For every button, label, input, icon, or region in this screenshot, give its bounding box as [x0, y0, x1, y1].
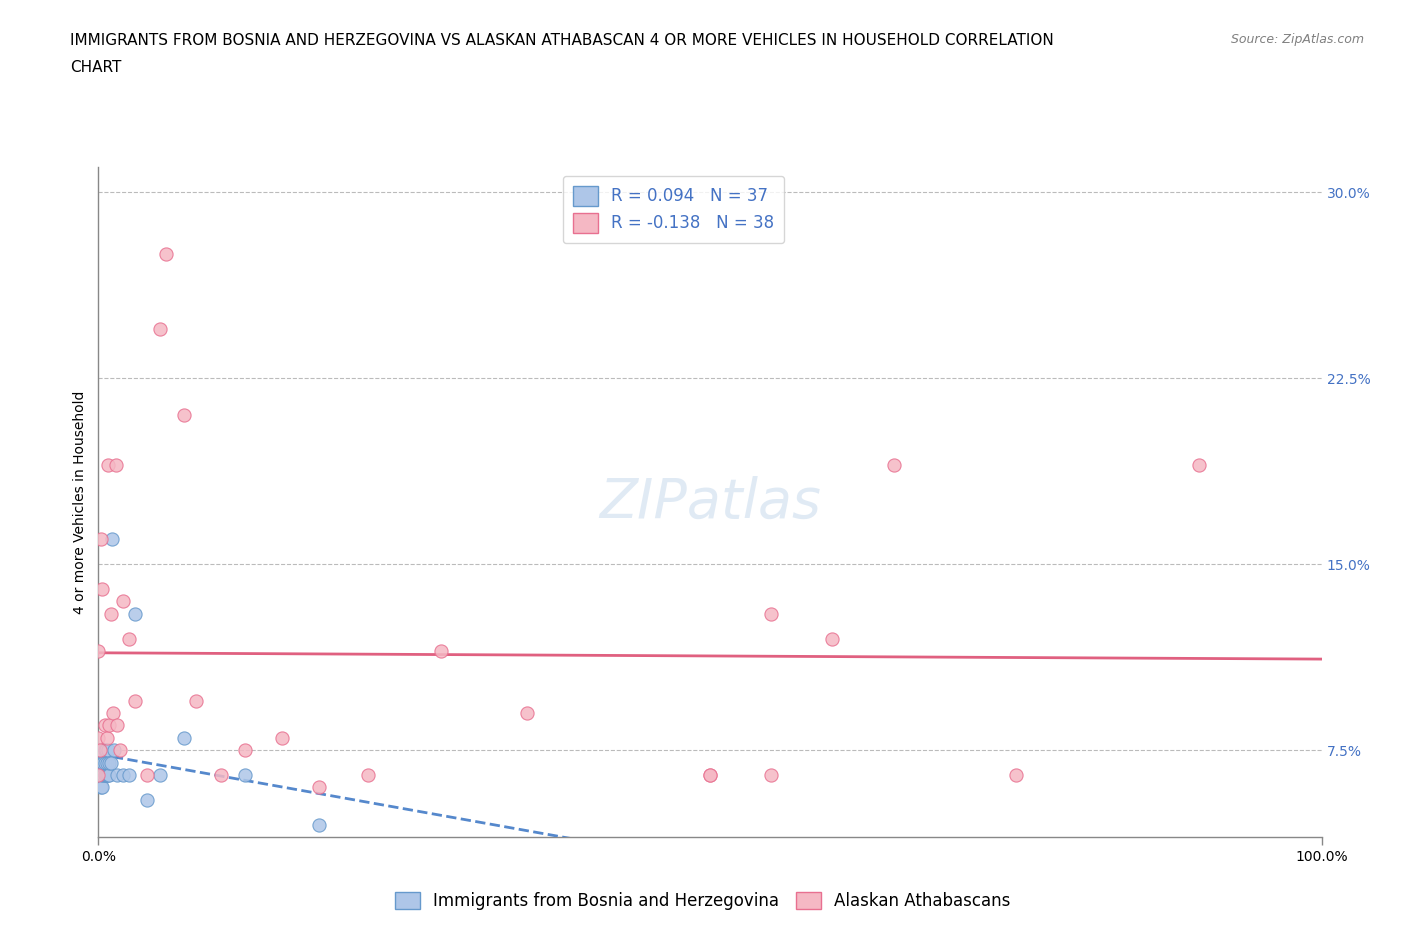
Point — [97, 458, 120, 472]
Point — [96, 755, 118, 770]
Point — [101, 532, 124, 547]
Point — [98, 755, 121, 770]
Point — [91, 755, 114, 770]
Point — [94, 767, 117, 782]
Point — [173, 408, 195, 423]
Point — [100, 606, 122, 621]
Point — [91, 581, 114, 596]
Point — [87, 644, 110, 658]
Point — [96, 730, 118, 745]
Point — [93, 743, 115, 758]
Point — [430, 644, 453, 658]
Point — [104, 458, 127, 472]
Point — [89, 755, 111, 770]
Point — [173, 730, 195, 745]
Point — [97, 767, 120, 782]
Point — [149, 321, 172, 336]
Point — [233, 743, 256, 758]
Point — [100, 755, 122, 770]
Text: CHART: CHART — [70, 60, 122, 75]
Text: ZIPatlas: ZIPatlas — [599, 476, 821, 528]
Point — [105, 718, 128, 733]
Legend: R = 0.094   N = 37, R = -0.138   N = 38: R = 0.094 N = 37, R = -0.138 N = 38 — [562, 176, 785, 243]
Point — [94, 743, 117, 758]
Point — [103, 743, 125, 758]
Text: Source: ZipAtlas.com: Source: ZipAtlas.com — [1230, 33, 1364, 46]
Point — [761, 767, 783, 782]
Point — [105, 767, 128, 782]
Point — [356, 767, 378, 782]
Point — [96, 767, 118, 782]
Point — [821, 631, 844, 646]
Point — [90, 532, 112, 547]
Point — [124, 693, 146, 708]
Point — [209, 767, 232, 782]
Point — [91, 755, 114, 770]
Point — [118, 631, 141, 646]
Point — [87, 730, 110, 745]
Point — [87, 767, 110, 782]
Point — [308, 780, 330, 795]
Point — [136, 767, 159, 782]
Point — [155, 246, 177, 261]
Point — [93, 767, 115, 782]
Point — [111, 594, 134, 609]
Point — [111, 767, 134, 782]
Point — [90, 755, 112, 770]
Point — [87, 755, 110, 770]
Point — [699, 767, 721, 782]
Point — [89, 743, 111, 758]
Point — [89, 743, 111, 758]
Point — [93, 755, 115, 770]
Text: IMMIGRANTS FROM BOSNIA AND HERZEGOVINA VS ALASKAN ATHABASCAN 4 OR MORE VEHICLES : IMMIGRANTS FROM BOSNIA AND HERZEGOVINA V… — [70, 33, 1054, 47]
Point — [118, 767, 141, 782]
Point — [186, 693, 208, 708]
Point — [270, 730, 294, 745]
Point — [1188, 458, 1211, 472]
Point — [761, 606, 783, 621]
Point — [98, 767, 121, 782]
Point — [110, 743, 132, 758]
Point — [89, 767, 111, 782]
Y-axis label: 4 or more Vehicles in Household: 4 or more Vehicles in Household — [73, 391, 87, 614]
Point — [91, 780, 114, 795]
Point — [87, 743, 110, 758]
Point — [93, 718, 115, 733]
Point — [101, 706, 124, 721]
Point — [90, 780, 112, 795]
Point — [515, 706, 537, 721]
Point — [90, 743, 112, 758]
Point — [149, 767, 172, 782]
Point — [308, 817, 330, 832]
Point — [91, 767, 114, 782]
Point — [98, 718, 121, 733]
Point — [136, 792, 159, 807]
Legend: Immigrants from Bosnia and Herzegovina, Alaskan Athabascans: Immigrants from Bosnia and Herzegovina, … — [388, 885, 1018, 917]
Point — [233, 767, 256, 782]
Point — [91, 767, 114, 782]
Point — [699, 767, 721, 782]
Point — [124, 606, 146, 621]
Point — [90, 767, 112, 782]
Point — [97, 743, 120, 758]
Point — [883, 458, 905, 472]
Point — [1004, 767, 1026, 782]
